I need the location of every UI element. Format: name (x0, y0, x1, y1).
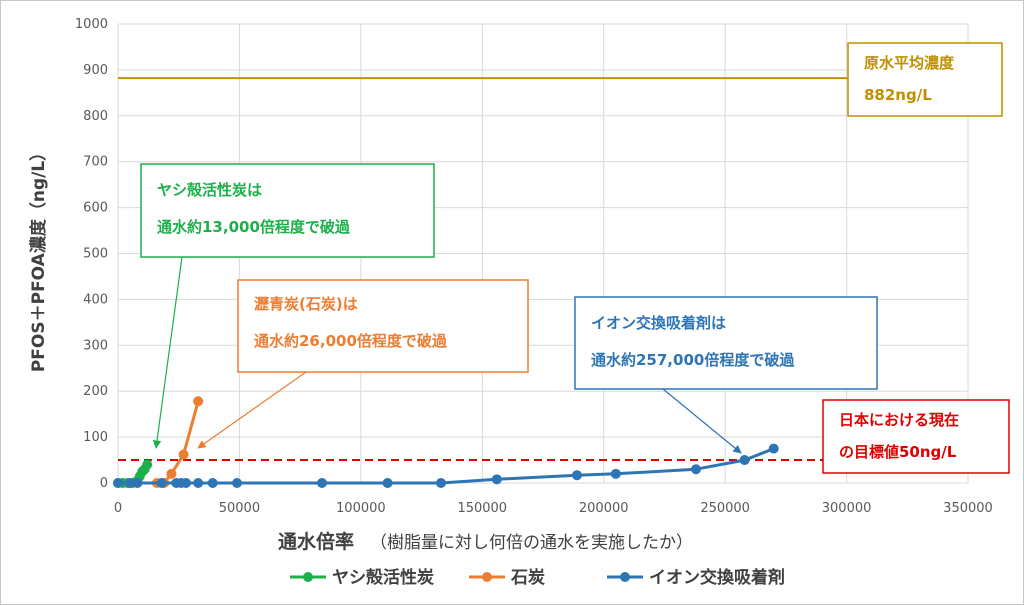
x-tick-label: 100000 (336, 501, 386, 516)
data-point-ion-exchange (132, 478, 143, 488)
annotation-raw-water-line2: 882ng/L (864, 86, 932, 104)
legend-marker-coconut-carbon (303, 572, 313, 582)
data-point-ion-exchange (193, 478, 204, 488)
gridlines (117, 23, 969, 484)
data-point-ion-exchange (436, 478, 446, 488)
legend: ヤシ殻活性炭 石炭 イオン交換吸着剤 (290, 567, 785, 588)
data-point-ion-exchange (113, 478, 123, 488)
series-coal (151, 396, 204, 488)
data-point-ion-exchange (232, 478, 242, 488)
data-point-ion-exchange (156, 478, 167, 488)
legend-item-ion-exchange: イオン交換吸着剤 (607, 567, 785, 588)
legend-marker-ion-exchange (620, 572, 630, 582)
series-ion-exchange (113, 443, 779, 488)
annotation-raw-water-box (847, 42, 1003, 117)
annotations: 原水平均濃度 882ng/L ヤシ殻活性炭は通水約13,000倍程度で破過瀝青炭(石… (140, 42, 1010, 474)
annotation-ion-exchange-line2: 通水約257,000倍程度で破過 (591, 351, 795, 369)
data-point-coal (193, 396, 204, 407)
data-point-ion-exchange (317, 478, 327, 488)
annotation-coconut-carbon-box (140, 163, 435, 258)
annotation-target-value-line2: の目標値50ng/L (839, 443, 957, 461)
y-tick-label: 400 (83, 292, 108, 307)
data-point-ion-exchange (491, 474, 502, 485)
legend-label-ion-exchange: イオン交換吸着剤 (649, 567, 785, 588)
y-tick-label: 0 (100, 476, 108, 491)
x-axis-label-sub: （樹脂量に対し何倍の通水を実施したか） (370, 533, 693, 553)
annotation-coconut-carbon-line1: ヤシ殻活性炭は (157, 181, 262, 199)
data-point-coal (166, 468, 177, 479)
x-tick-label: 300000 (822, 501, 872, 516)
data-point-ion-exchange (768, 443, 779, 454)
legend-marker-coal (482, 572, 492, 582)
y-tick-label: 900 (83, 63, 108, 78)
y-tick-label: 600 (83, 201, 108, 216)
y-axis-label: PFOS＋PFOA濃度（ng/L） (28, 144, 49, 372)
series-line-ion-exchange (118, 447, 775, 485)
y-tick-label: 100 (83, 430, 108, 445)
data-point-ion-exchange (181, 478, 191, 488)
x-axis-ticks: 0 50000 100000 150000 200000 250000 300000 3500… (114, 501, 993, 516)
annotation-coal-line1: 瀝青炭(石炭)は (254, 295, 358, 313)
x-tick-label: 50000 (219, 501, 260, 516)
annotation-raw-water-line1: 原水平均濃度 (864, 54, 955, 72)
data-point-ion-exchange (691, 464, 701, 475)
y-tick-label: 200 (83, 384, 108, 399)
x-tick-label: 350000 (943, 501, 993, 516)
arrow-coconut-carbon (152, 256, 183, 449)
series-group (113, 396, 779, 488)
y-tick-label: 1000 (75, 17, 108, 32)
arrow-ion-exchange (662, 388, 742, 454)
x-tick-label: 150000 (457, 501, 507, 516)
legend-label-coal: 石炭 (510, 567, 545, 588)
x-tick-label: 0 (114, 501, 122, 516)
annotation-ion-exchange-line1: イオン交換吸着剤は (591, 314, 726, 332)
y-axis-ticks: 0 100 200 300 400 500 600 700 800 900 1000 (75, 17, 108, 491)
y-tick-label: 500 (83, 247, 108, 262)
data-point-ion-exchange (572, 470, 582, 481)
annotation-raw-water: 原水平均濃度 882ng/L (847, 42, 1003, 117)
x-tick-label: 250000 (700, 501, 750, 516)
annotation-coal-line2: 通水約26,000倍程度で破過 (254, 332, 448, 350)
annotation-target-value-line1: 日本における現在 (839, 411, 959, 429)
data-point-coal (178, 449, 189, 460)
y-tick-label: 800 (83, 109, 108, 124)
x-tick-label: 200000 (579, 501, 629, 516)
arrow-coal (197, 371, 307, 449)
legend-label-coconut-carbon: ヤシ殻活性炭 (332, 567, 434, 588)
data-point-ion-exchange (125, 478, 136, 488)
annotation-coal-box (237, 279, 529, 373)
data-point-ion-exchange (207, 478, 218, 488)
legend-item-coal: 石炭 (469, 567, 545, 588)
legend-item-coconut-carbon: ヤシ殻活性炭 (290, 567, 434, 588)
x-axis-label-main: 通水倍率 (278, 530, 354, 553)
annotation-target-value-box (822, 399, 1010, 474)
data-point-ion-exchange (610, 468, 621, 479)
y-tick-label: 300 (83, 338, 108, 353)
y-tick-label: 700 (83, 155, 108, 170)
data-point-coconut-carbon (142, 459, 153, 470)
annotation-ion-exchange-box (574, 296, 878, 390)
series-line-coal (156, 400, 200, 485)
data-point-ion-exchange (382, 478, 393, 488)
annotation-coconut-carbon-line2: 通水約13,000倍程度で破過 (157, 218, 351, 236)
data-point-ion-exchange (739, 455, 750, 466)
